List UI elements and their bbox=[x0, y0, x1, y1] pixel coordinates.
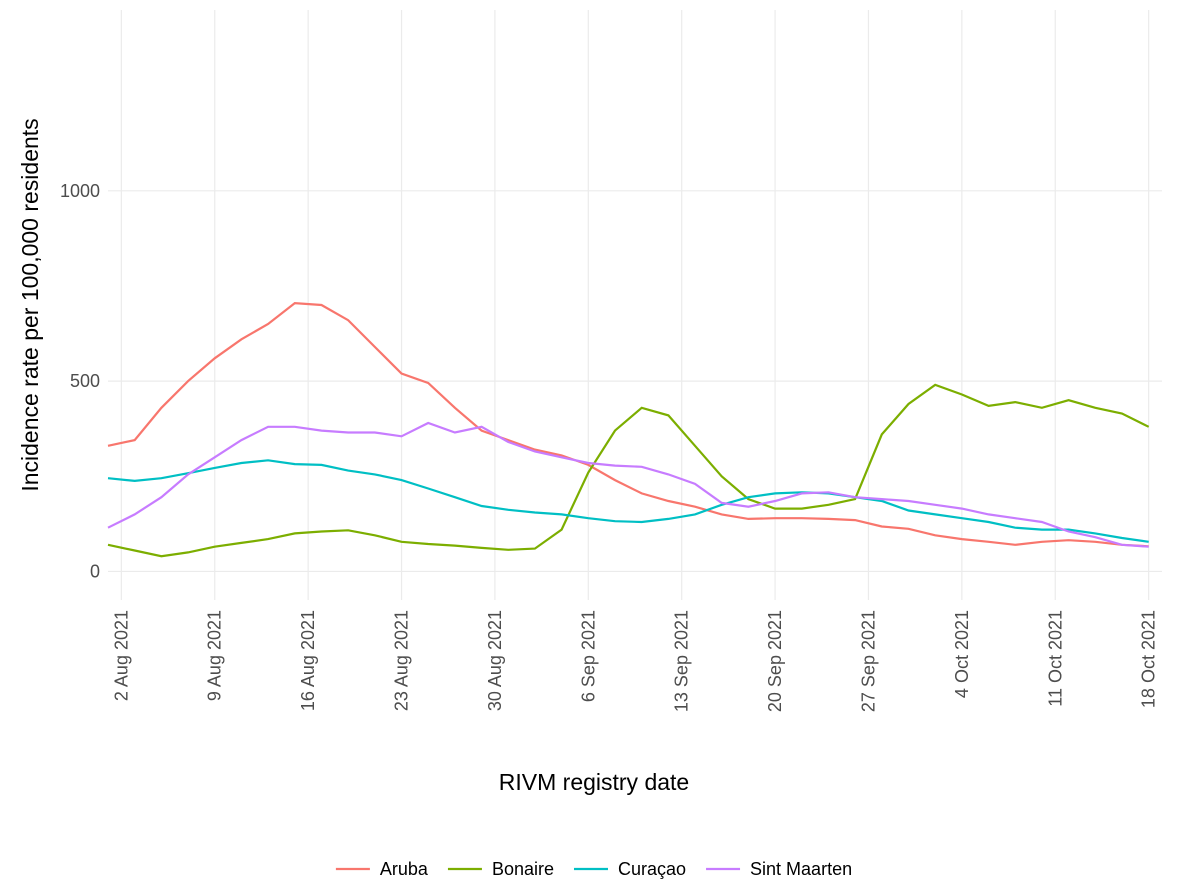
x-tick-label: 13 Sep 2021 bbox=[672, 610, 692, 712]
legend-label: Bonaire bbox=[492, 859, 554, 879]
x-tick-label: 18 Oct 2021 bbox=[1139, 610, 1159, 708]
legend-label: Curaçao bbox=[618, 859, 686, 879]
x-tick-label: 4 Oct 2021 bbox=[952, 610, 972, 698]
x-tick-label: 16 Aug 2021 bbox=[298, 610, 318, 711]
series-line bbox=[107, 459, 1149, 543]
y-tick-label: 1000 bbox=[60, 181, 100, 201]
y-axis-title: Incidence rate per 100,000 residents bbox=[17, 118, 43, 491]
y-tick-label: 500 bbox=[70, 371, 100, 391]
x-tick-label: 30 Aug 2021 bbox=[485, 610, 505, 711]
x-tick-label: 2 Aug 2021 bbox=[111, 610, 131, 701]
legend: Aruba Bonaire Curaçao Sint Maarten bbox=[335, 859, 852, 879]
grid bbox=[108, 10, 1162, 600]
y-tick-label: 0 bbox=[90, 561, 100, 581]
series-line bbox=[107, 301, 1149, 548]
x-tick-label: 6 Sep 2021 bbox=[578, 610, 598, 702]
x-tick-label: 11 Oct 2021 bbox=[1045, 610, 1065, 707]
x-axis-title: RIVM registry date bbox=[499, 769, 689, 795]
legend-label: Aruba bbox=[380, 859, 429, 879]
legend-label: Sint Maarten bbox=[750, 859, 852, 879]
x-tick-label: 9 Aug 2021 bbox=[205, 610, 225, 701]
x-tick-label: 27 Sep 2021 bbox=[858, 610, 878, 712]
series-line bbox=[107, 383, 1150, 558]
x-tick-label: 20 Sep 2021 bbox=[765, 610, 785, 712]
series-line bbox=[107, 421, 1149, 548]
x-tick-label: 23 Aug 2021 bbox=[392, 610, 412, 711]
